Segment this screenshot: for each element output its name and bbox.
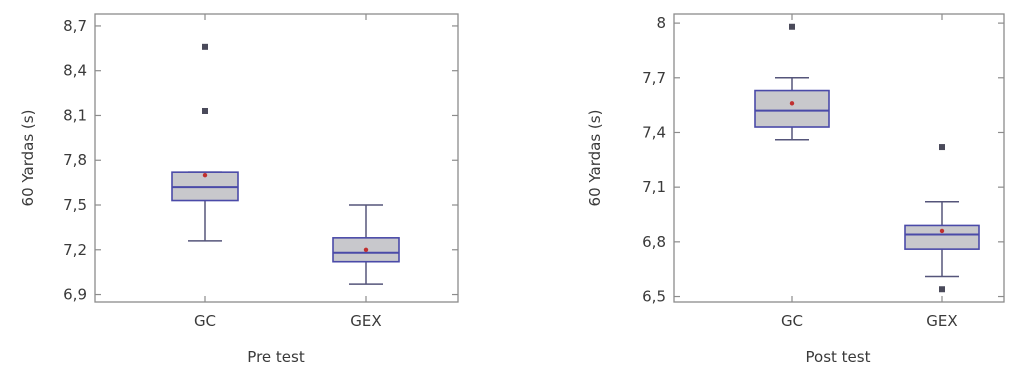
box-plots	[754, 23, 980, 293]
y-tick-label: 8,4	[63, 62, 87, 80]
y-axis-ticks: 6,5 6,8 7,1 7,4 7,7 8	[642, 14, 1004, 306]
y-tick-label: 8	[656, 14, 666, 32]
y-tick-label: 7,8	[63, 151, 87, 169]
box-plots	[171, 43, 400, 285]
y-axis-title: 60 Yardas (s)	[19, 110, 37, 207]
x-tick-label: GEX	[350, 312, 381, 330]
plot-frame	[94, 13, 459, 303]
y-tick-label: 6,5	[642, 288, 666, 306]
outlier-point	[789, 23, 795, 30]
post-test-chart: 6,5 6,8 7,1 7,4 7,7 8 GC GEX 60 Yardas (s) Pos…	[586, 13, 1005, 366]
mean-marker	[939, 228, 945, 234]
mean-marker	[363, 247, 369, 252]
x-axis-ticks: GC GEX	[781, 14, 958, 330]
interquartile-box	[754, 89, 830, 128]
x-tick-label: GEX	[926, 312, 957, 330]
x-tick-label: GC	[781, 312, 803, 330]
interquartile-box	[904, 224, 980, 250]
x-axis-title: Pre test	[247, 348, 305, 366]
outlier-point	[939, 286, 945, 293]
outlier-point	[939, 144, 945, 151]
y-tick-label: 7,1	[642, 178, 666, 196]
outlier-point	[202, 43, 208, 50]
y-axis-title: 60 Yardas (s)	[586, 110, 604, 207]
y-tick-label: 7,4	[642, 123, 666, 141]
y-tick-label: 8,1	[63, 106, 87, 124]
outlier-point	[202, 107, 208, 114]
y-axis-ticks: 6,9 7,2 7,5 7,8 8,1 8,4 8,7	[63, 17, 458, 304]
box-gex	[332, 204, 400, 285]
plot-frame	[673, 13, 1005, 303]
box-gc	[171, 43, 239, 242]
x-axis-title: Post test	[806, 348, 871, 366]
box-gc	[754, 23, 830, 141]
box-gex	[904, 144, 980, 293]
mean-marker	[202, 172, 208, 178]
y-tick-label: 8,7	[63, 17, 87, 35]
y-tick-label: 6,9	[63, 286, 87, 304]
x-tick-label: GC	[194, 312, 216, 330]
x-axis-ticks: GC GEX	[194, 14, 382, 330]
y-tick-label: 7,7	[642, 69, 666, 87]
y-tick-label: 6,8	[642, 233, 666, 251]
mean-marker	[789, 101, 795, 106]
pre-test-chart: 6,9 7,2 7,5 7,8 8,1 8,4 8,7 GC GEX 60 Yardas (s…	[19, 13, 459, 366]
y-tick-label: 7,5	[63, 196, 87, 214]
y-tick-label: 7,2	[63, 241, 87, 259]
